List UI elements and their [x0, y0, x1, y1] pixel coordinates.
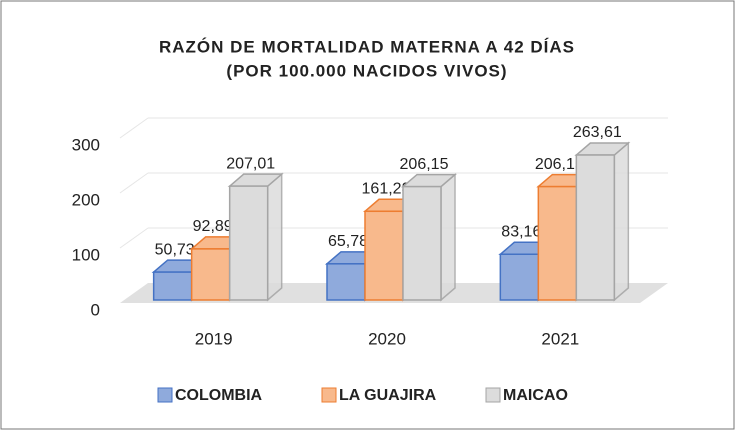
value-label: 50,73	[155, 241, 195, 258]
grid-line	[119, 117, 149, 139]
value-label: 206,15	[535, 156, 584, 173]
value-label: 161,28	[362, 181, 411, 198]
bar	[364, 210, 404, 301]
value-label: 92,89	[193, 218, 233, 235]
bar	[537, 185, 578, 301]
bar	[402, 185, 442, 301]
value-label: 83,16	[501, 223, 541, 240]
bar-side	[613, 141, 630, 302]
bar	[228, 185, 269, 301]
y-tick-label: 300	[72, 135, 100, 154]
bar	[499, 253, 540, 301]
value-label: 206,15	[400, 156, 449, 173]
y-tick-label: 200	[72, 190, 100, 209]
bar-side	[266, 172, 283, 302]
legend-label: MAICAO	[503, 387, 568, 404]
grid-line	[119, 172, 149, 194]
bar-side	[440, 172, 456, 302]
x-tick-label: 2019	[195, 329, 233, 348]
bar	[190, 248, 231, 301]
grid-line	[119, 227, 149, 249]
legend-swatch	[321, 387, 337, 403]
chart-subtitle: (POR 100.000 NACIDOS VIVOS)	[226, 61, 507, 80]
y-tick-label: 0	[91, 300, 100, 319]
legend-label: COLOMBIA	[175, 387, 263, 404]
bar	[152, 271, 193, 301]
legend-swatch	[157, 387, 173, 403]
value-label: 263,61	[573, 124, 622, 141]
x-tick-label: 2021	[541, 329, 579, 348]
bar	[326, 263, 366, 301]
bar	[575, 154, 616, 301]
value-label: 207,01	[226, 155, 275, 172]
chart-title: RAZÓN DE MORTALIDAD MATERNA A 42 DÍAS	[159, 37, 575, 56]
value-label: 65,78	[328, 233, 368, 250]
legend-label: LA GUAJIRA	[339, 387, 437, 404]
y-tick-label: 100	[72, 245, 100, 264]
x-tick-label: 2020	[368, 329, 406, 348]
legend-swatch	[485, 387, 501, 403]
